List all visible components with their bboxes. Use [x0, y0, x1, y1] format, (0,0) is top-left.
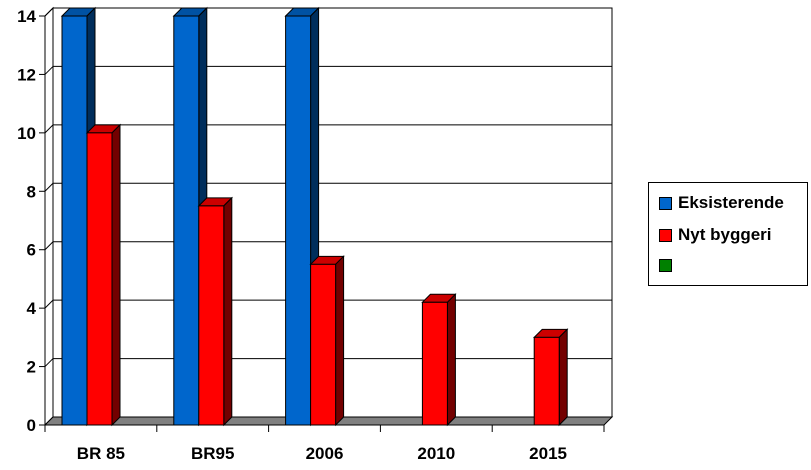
- x-category-label: BR 85: [77, 444, 125, 463]
- legend-item-third-series: [659, 253, 678, 277]
- bar: [86, 132, 113, 426]
- x-category-label: 2006: [306, 444, 344, 463]
- legend: Eksisterende Nyt byggeri: [648, 182, 808, 286]
- y-tick-label: 8: [27, 182, 36, 201]
- legend-label-eksisterende: Eksisterende: [678, 193, 784, 212]
- bar: [285, 15, 312, 426]
- side-wall-gridline: [44, 358, 54, 367]
- bar-side: [223, 196, 233, 427]
- side-wall-gridline: [44, 66, 54, 75]
- side-wall-gridline: [44, 241, 54, 251]
- bar: [421, 301, 448, 426]
- x-category-label: BR95: [191, 444, 234, 463]
- bar: [533, 336, 560, 426]
- legend-item-eksisterende: Eksisterende: [659, 191, 784, 215]
- bar-side: [558, 328, 568, 427]
- legend-swatch-eksisterende: [659, 196, 672, 210]
- y-tick-label: 0: [27, 416, 36, 435]
- bar-side: [111, 123, 121, 427]
- bar-side: [446, 293, 456, 427]
- y-tick-label: 10: [17, 124, 36, 143]
- side-wall-gridline: [44, 124, 54, 134]
- side-wall-gridline: [44, 182, 54, 192]
- x-category-label: 2010: [417, 444, 455, 463]
- legend-item-nyt-byggeri: Nyt byggeri: [659, 223, 772, 247]
- bar: [61, 15, 88, 426]
- y-tick-label: 12: [17, 65, 36, 84]
- bar: [198, 205, 225, 426]
- y-tick-label: 2: [27, 358, 36, 377]
- x-category-label: 2015: [529, 444, 567, 463]
- legend-swatch-third-series: [659, 258, 672, 272]
- bar: [310, 263, 337, 426]
- y-tick-label: 14: [17, 7, 36, 26]
- legend-swatch-nyt-byggeri: [659, 228, 672, 242]
- legend-label-nyt-byggeri: Nyt byggeri: [678, 225, 772, 244]
- y-tick-label: 6: [27, 241, 36, 260]
- y-tick-label: 4: [27, 299, 37, 318]
- bar: [173, 15, 200, 426]
- bar-side: [335, 255, 345, 427]
- side-wall-gridline: [44, 299, 54, 309]
